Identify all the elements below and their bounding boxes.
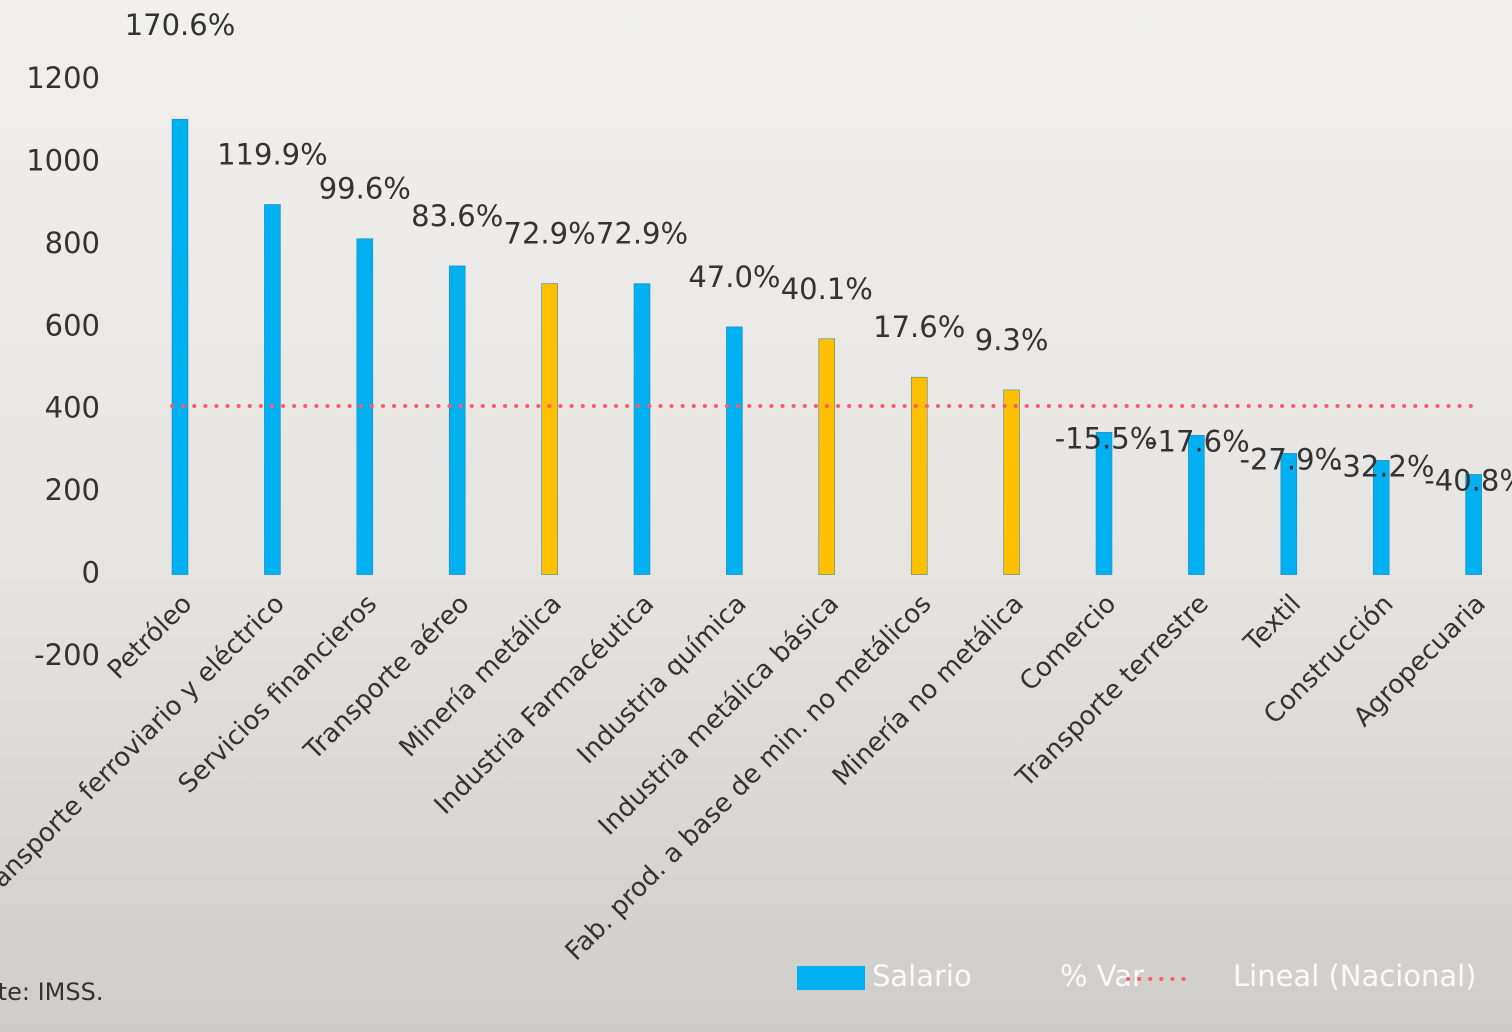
- value-label: 47.0%: [688, 260, 780, 294]
- value-label: 99.6%: [319, 172, 411, 206]
- value-label: 17.6%: [873, 310, 965, 344]
- y-tick-label: -200: [34, 638, 100, 672]
- value-label: -17.6%: [1147, 424, 1250, 458]
- bar: [726, 326, 743, 575]
- value-label: 9.3%: [975, 323, 1049, 357]
- value-label: -32.2%: [1332, 449, 1435, 483]
- value-label: -27.9%: [1240, 442, 1343, 476]
- y-tick-label: 600: [45, 308, 100, 342]
- y-tick-label: 800: [45, 226, 100, 260]
- legend-label: Salario: [872, 959, 972, 993]
- bar: [1372, 460, 1390, 575]
- legend-label: % Var: [1060, 959, 1144, 993]
- bar: [633, 283, 651, 575]
- x-tick-label: Minería no metálica: [827, 589, 1030, 792]
- bar: [818, 338, 836, 575]
- bar: [1095, 432, 1113, 575]
- legend-swatch: [797, 966, 865, 990]
- legend-label: Lineal (Nacional): [1233, 959, 1477, 993]
- x-tick-label: Transporte aéreo: [298, 589, 476, 767]
- x-tick-label: Minería metálica: [394, 589, 568, 763]
- y-tick-label: 400: [45, 391, 100, 425]
- y-tick-label: 1000: [26, 143, 100, 177]
- value-label: 119.9%: [217, 137, 328, 171]
- value-label: 170.6%: [125, 8, 236, 42]
- bar: [910, 376, 928, 575]
- value-label: 72.9%: [596, 217, 688, 251]
- value-label: 72.9%: [504, 217, 596, 251]
- bar: [264, 204, 281, 575]
- bar: [1280, 453, 1298, 575]
- value-label: -15.5%: [1055, 421, 1158, 455]
- bar: [171, 118, 189, 575]
- y-tick-label: 1200: [26, 61, 100, 95]
- x-tick-label: Petróleo: [102, 589, 198, 685]
- y-tick-label: 200: [45, 473, 100, 507]
- y-tick-label: 0: [82, 556, 100, 590]
- x-tick-label: Industria química: [572, 589, 753, 770]
- bar: [1003, 389, 1020, 575]
- bar: [1465, 474, 1482, 575]
- bar: [448, 265, 466, 575]
- value-label: 83.6%: [411, 199, 503, 233]
- value-label: 40.1%: [781, 272, 873, 306]
- x-tick-label: Textil: [1238, 589, 1307, 658]
- source-note: Fuente: IMSS.: [0, 978, 103, 1006]
- bar: [541, 283, 558, 575]
- value-label: -40.8%: [1424, 463, 1512, 497]
- bar: [1188, 435, 1205, 575]
